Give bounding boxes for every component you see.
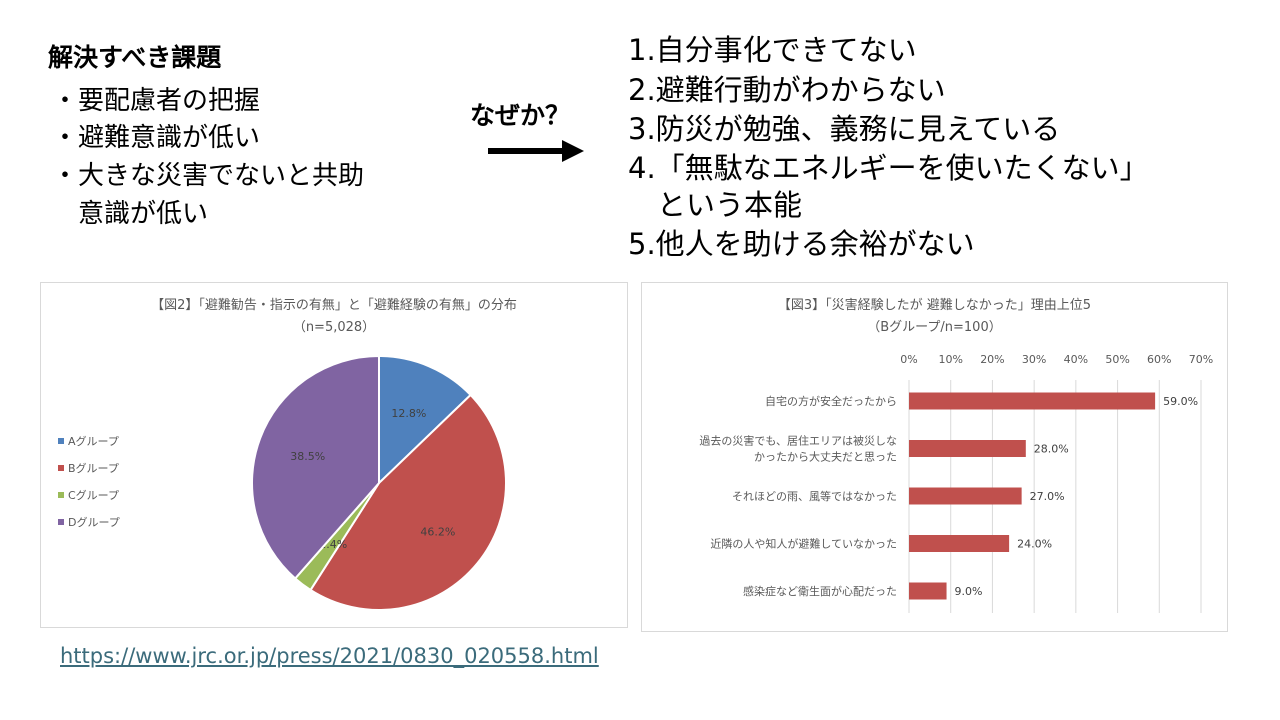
pie-data-label: 38.5%: [290, 450, 325, 463]
bar: [909, 440, 1026, 457]
issue-item: ・避難意識が低い: [52, 123, 261, 153]
reason-item: 2.避難行動がわからない: [628, 73, 946, 107]
bar-data-label: 59.0%: [1163, 395, 1198, 408]
pie-data-label: 46.2%: [420, 525, 455, 538]
legend-label: Dグループ: [68, 515, 120, 529]
issue-item: ・要配慮者の把握: [52, 86, 261, 116]
reason-item: 4.「無駄なエネルギーを使いたくない」: [628, 151, 1149, 185]
pie-data-label: 12.8%: [391, 407, 426, 420]
x-tick-label: 50%: [1105, 353, 1129, 366]
x-tick-label: 70%: [1189, 353, 1213, 366]
x-tick-label: 0%: [900, 353, 917, 366]
pie-slice: [378, 354, 472, 486]
bar-plot: 0% 10% 20% 30% 40% 50% 60% 70% 59.0% 自宅の方が安全だったから…: [699, 353, 1213, 613]
right-arrow-icon: [488, 140, 584, 162]
issue-item: 意識が低い: [52, 199, 209, 229]
bar-data-label: 27.0%: [1030, 490, 1065, 503]
issue-item: ・大きな災害でないと共助: [52, 161, 365, 191]
x-tick-label: 20%: [980, 353, 1004, 366]
legend-swatch: [58, 438, 64, 444]
y-category-label: 感染症など衛生面が心配だった: [743, 584, 897, 598]
legend-label: Aグループ: [68, 434, 119, 448]
y-category-label: かったから大丈夫だと思った: [754, 450, 897, 464]
source-link[interactable]: https://www.jrc.or.jp/press/2021/0830_02…: [60, 644, 599, 668]
x-tick-label: 40%: [1064, 353, 1088, 366]
reason-item: 5.他人を助ける余裕がない: [628, 227, 975, 261]
legend-swatch: [58, 519, 64, 525]
bar: [909, 535, 1010, 552]
bar-chart: 【図3】「災害経験したが 避難しなかった」理由上位5 （Bグループ/n=100）…: [641, 282, 1228, 632]
y-category-label: 過去の災害でも、居住エリアは被災しな: [699, 434, 897, 448]
bar: [909, 487, 1022, 505]
x-tick-label: 10%: [938, 353, 962, 366]
chart-title: 【図2】「避難勧告・指示の有無」と「避難経験の有無」の分布: [151, 298, 517, 313]
x-tick-label: 60%: [1147, 353, 1171, 366]
bar: [909, 392, 1156, 410]
bar: [909, 582, 947, 600]
chart-subtitle: （Bグループ/n=100）: [867, 320, 1002, 335]
reason-item: 3.防災が勉強、義務に見えている: [628, 112, 1061, 146]
pie-chart: 【図2】「避難勧告・指示の有無」と「避難経験の有無」の分布 （n=5,028） …: [40, 282, 628, 628]
bar-data-label: 28.0%: [1034, 443, 1069, 456]
issues-title: 解決すべき課題: [48, 43, 222, 72]
bar-data-label: 24.0%: [1017, 538, 1052, 551]
reason-item: という本能: [628, 188, 803, 222]
pie-slice: [309, 393, 507, 611]
bar-data-label: 9.0%: [955, 585, 983, 598]
why-label: なぜか？: [470, 101, 571, 130]
y-category-label: 近隣の人や知人が避難していなかった: [710, 537, 897, 551]
legend-label: Cグループ: [68, 488, 119, 502]
x-tick-label: 30%: [1022, 353, 1046, 366]
chart-title: 【図3】「災害経験したが 避難しなかった」理由上位5: [777, 298, 1092, 313]
y-category-label: 自宅の方が安全だったから: [765, 394, 897, 408]
legend-swatch: [58, 492, 64, 498]
legend-swatch: [58, 465, 64, 471]
pie-slice: [251, 354, 380, 580]
reason-item: 1.自分事化できてない: [628, 33, 917, 67]
y-category-label: それほどの雨、風等ではなかった: [732, 489, 897, 503]
chart-subtitle: （n=5,028）: [292, 320, 376, 335]
legend-label: Bグループ: [68, 461, 119, 475]
